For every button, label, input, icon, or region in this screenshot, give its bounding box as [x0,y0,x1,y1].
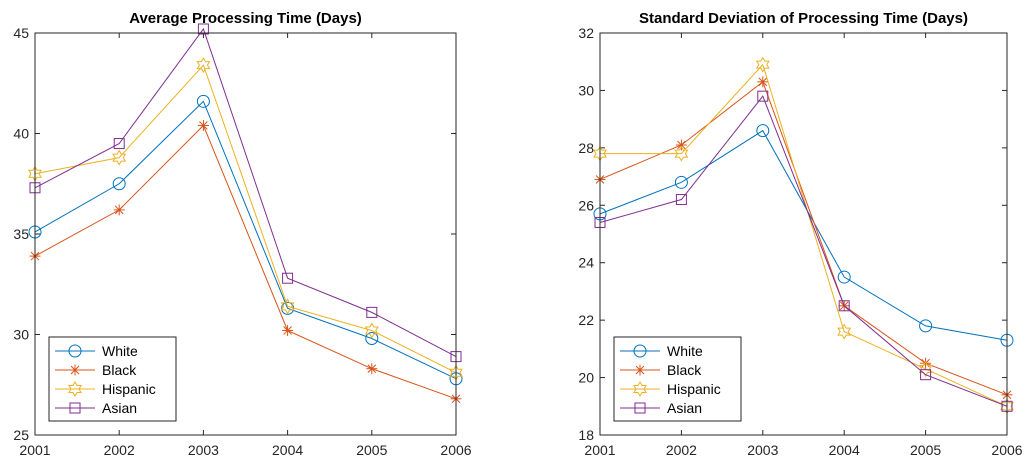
legend-label: Hispanic [667,381,721,397]
y-tick-label: 24 [578,255,594,271]
data-point-asian [197,23,209,35]
legend-marker [68,380,82,398]
legend-marker [633,380,647,398]
legend-entry-white: White [55,343,138,359]
legend-entry-asian: Asian [55,400,137,416]
data-point-white [919,319,933,333]
chart-title: Standard Deviation of Processing Time (D… [639,10,968,27]
series-line-hispanic [600,63,1008,407]
data-point-hispanic [837,323,852,340]
data-point-asian [366,306,378,318]
legend-label: White [667,343,703,359]
legend-marker [633,344,647,358]
data-point-white [196,94,210,108]
series-line-hispanic [34,64,457,374]
y-tick-label: 45 [13,25,29,41]
data-point-white [112,177,126,191]
legend-entry-hispanic: Hispanic [55,380,156,398]
data-point-asian [838,300,850,312]
data-point-asian [675,194,687,206]
series-line-white [599,129,1008,341]
legend-marker [68,344,82,358]
legend-entry-black: Black [55,362,137,378]
x-tick-label: 2004 [829,442,860,458]
data-point-asian [757,90,769,102]
data-point-white [756,124,770,138]
data-point-hispanic [755,56,770,73]
y-tick-label: 32 [578,25,594,41]
legend-marker [634,402,646,414]
x-tick-label: 2006 [991,442,1022,458]
y-tick-label: 22 [578,312,594,328]
data-point-hispanic [918,360,933,377]
data-point-hispanic [674,145,689,162]
legend-entry-hispanic: Hispanic [620,380,721,398]
legend-label: Asian [102,400,137,416]
data-point-black [675,139,687,151]
chart-title: Average Processing Time (Days) [129,10,362,27]
data-point-black [366,363,378,375]
y-tick-label: 26 [578,197,594,213]
data-point-black [282,324,294,336]
legend-label: Asian [667,400,702,416]
data-point-white [674,175,688,189]
x-tick-label: 2005 [910,442,941,458]
legend: White Black Hispanic Asian [613,336,742,422]
axes-box [599,32,1008,436]
y-tick-label: 25 [13,427,29,443]
legend-label: Black [102,362,137,378]
legend-entry-white: White [620,343,703,359]
y-tick-label: 35 [13,226,29,242]
y-tick-label: 40 [13,126,29,142]
x-tick-label: 2001 [19,442,50,458]
series-black [29,119,462,405]
legend-marker [69,364,81,376]
series-line-asian [599,95,1008,407]
data-point-black [757,76,769,88]
y-tick-label: 30 [578,82,594,98]
series-line-black [599,80,1008,396]
series-line-white [34,100,457,380]
series-line-asian [34,27,457,358]
x-tick-label: 2003 [747,442,778,458]
data-point-white [365,332,379,346]
data-point-hispanic [196,57,211,74]
data-point-hispanic [280,298,295,315]
legend-marker [69,402,81,414]
data-point-hispanic [364,322,379,339]
legend-label: Hispanic [102,381,156,397]
x-tick-label: 2003 [188,442,219,458]
series-line-black [34,124,457,400]
x-tick-label: 2004 [272,442,303,458]
chart-std-dev-processing-time: Standard Deviation of Processing Time (D… [578,10,1022,458]
x-tick-label: 2001 [584,442,615,458]
legend-marker [634,364,646,376]
data-point-black [197,119,209,131]
chart-average-processing-time: Average Processing Time (Days) 2001 2002 20… [13,10,471,458]
y-tick-label: 20 [578,370,594,386]
data-point-white [837,270,851,284]
x-tick-label: 2002 [104,442,135,458]
data-point-asian [282,272,294,284]
legend-label: White [102,343,138,359]
y-tick-label: 30 [13,327,29,343]
x-tick-label: 2005 [356,442,387,458]
x-tick-label: 2002 [666,442,697,458]
legend-label: Black [667,362,702,378]
data-point-black [113,204,125,216]
legend-entry-asian: Asian [620,400,702,416]
y-tick-label: 18 [578,427,594,443]
data-point-asian [113,138,125,150]
axes-box [34,32,457,436]
data-point-hispanic [112,149,127,166]
y-tick-label: 28 [578,140,594,156]
data-point-asian [920,369,932,381]
legend: White Black Hispanic Asian [48,336,177,422]
legend-entry-black: Black [620,362,702,378]
x-tick-label: 2006 [440,442,471,458]
